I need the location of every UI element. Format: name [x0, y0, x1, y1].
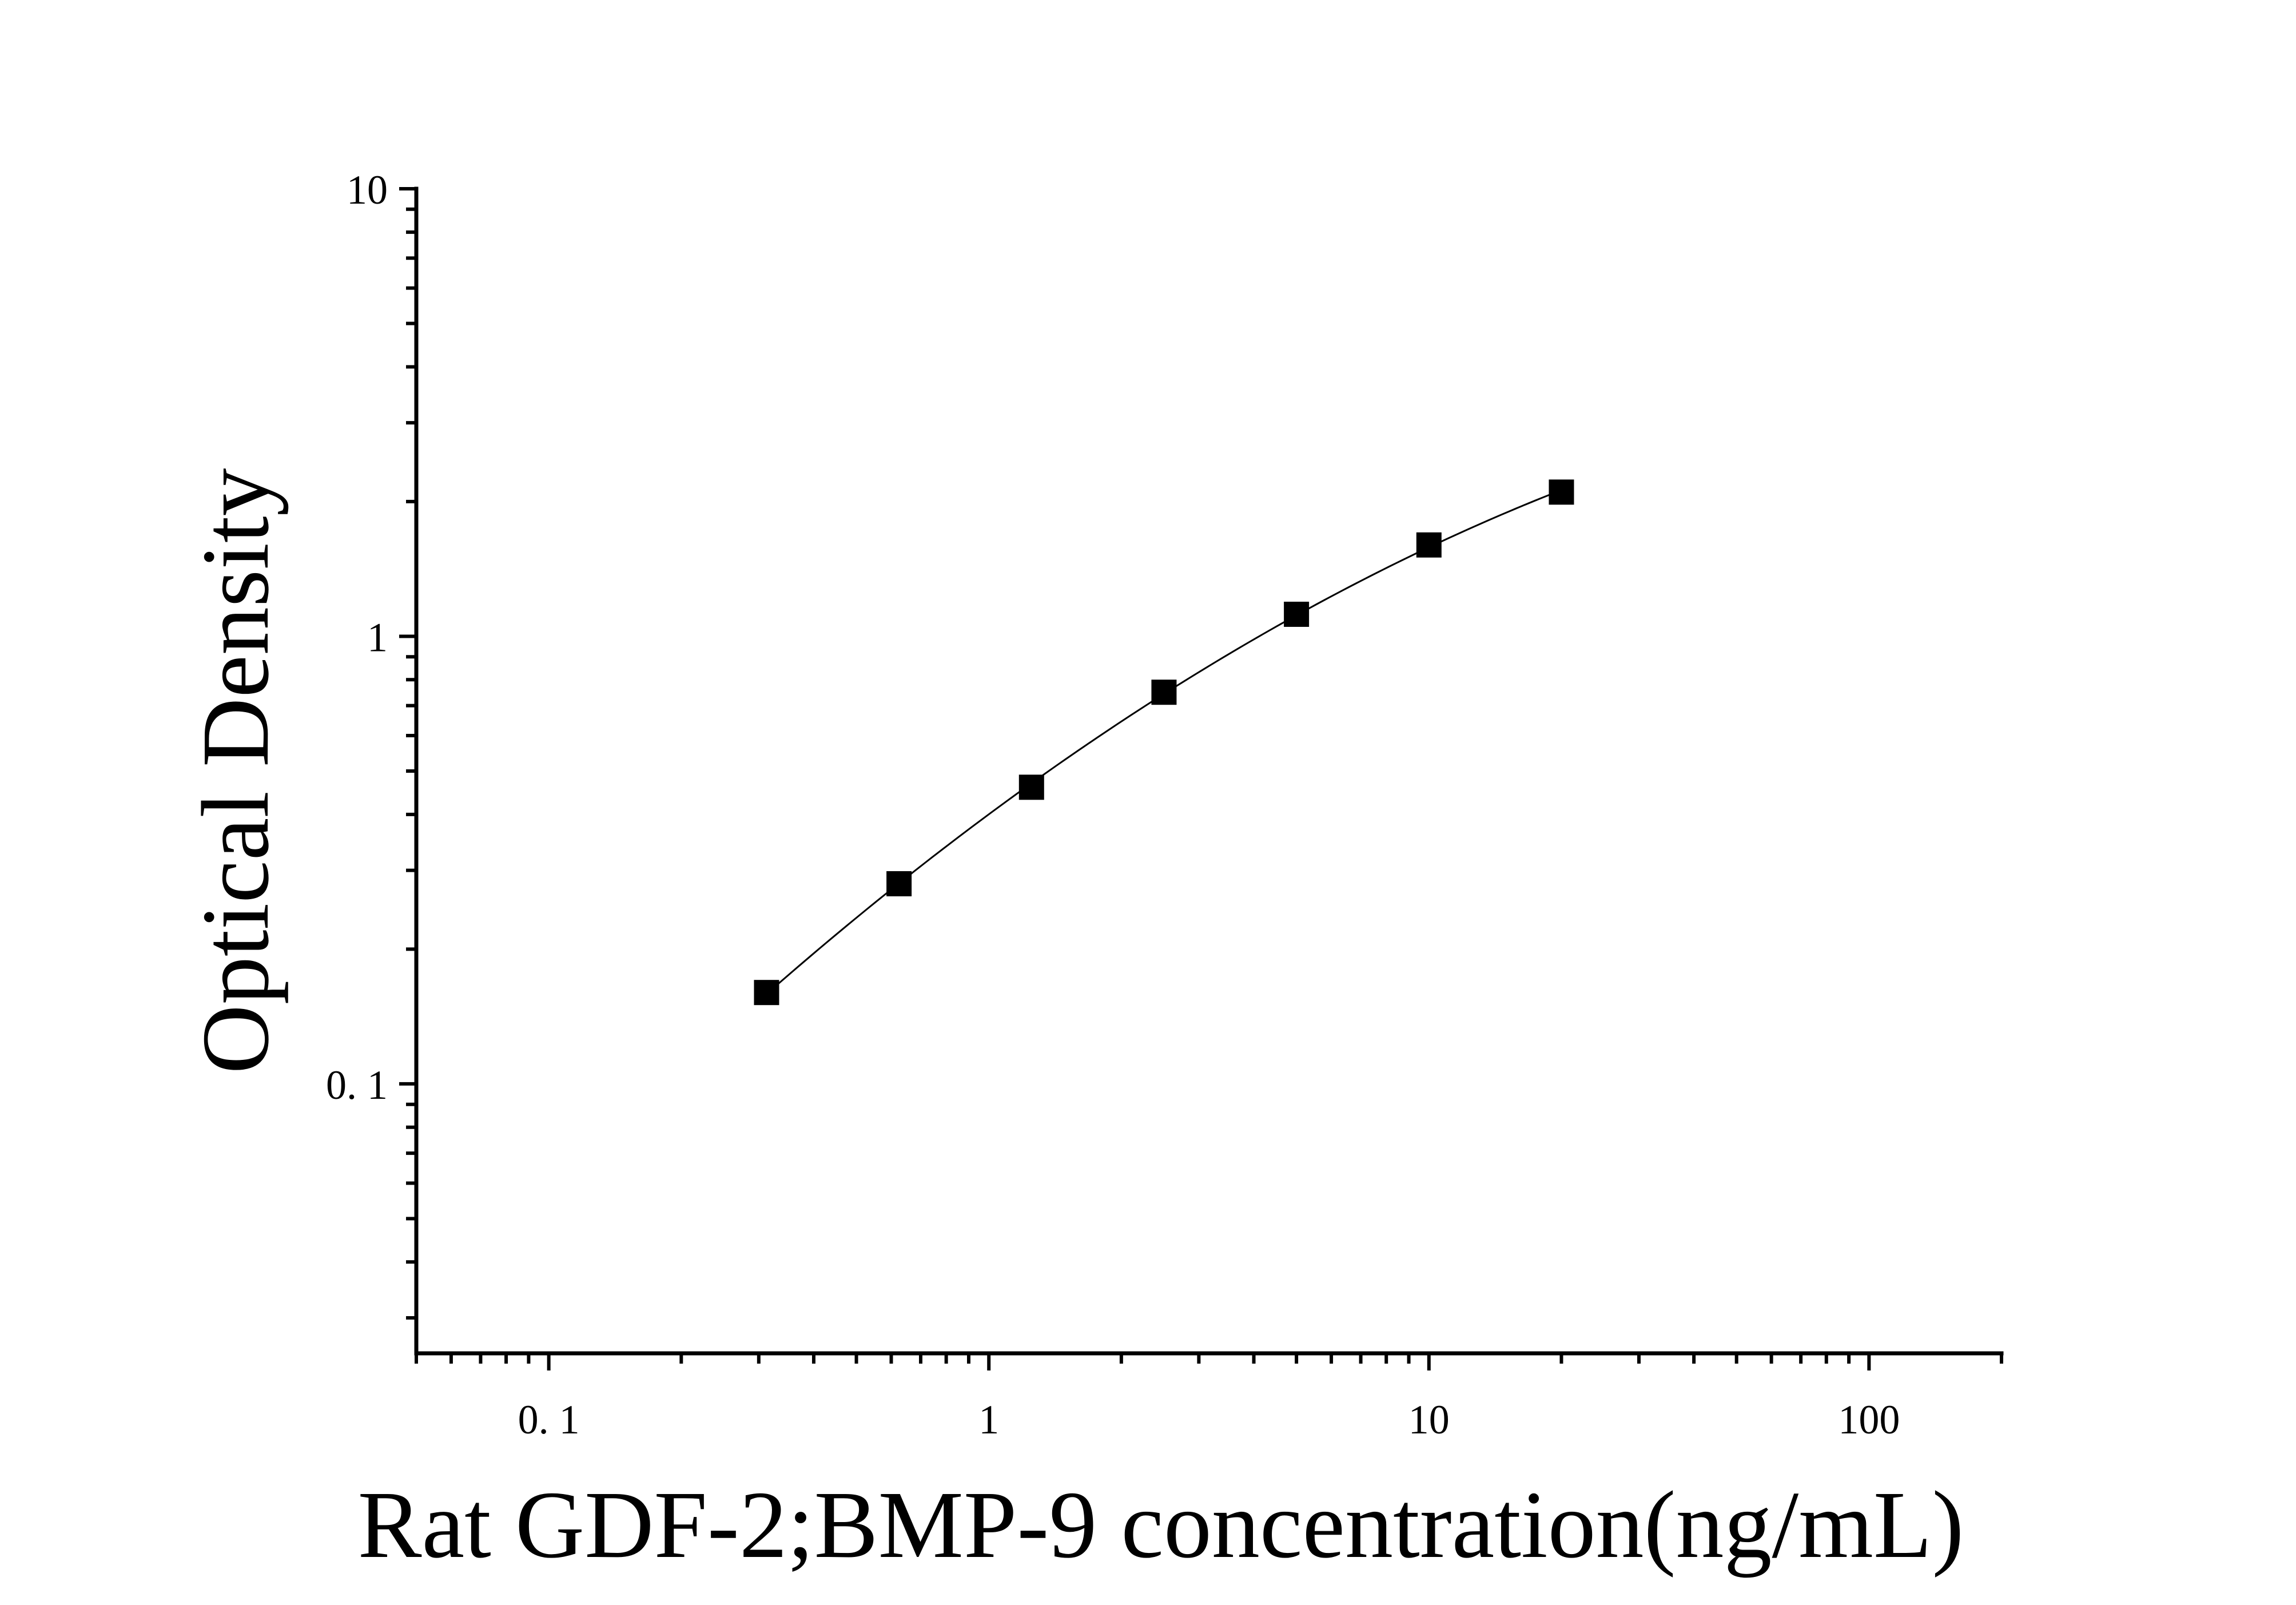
data-point: [1151, 680, 1177, 705]
x-tick-label: 1: [978, 1397, 999, 1443]
y-tick-label: 10: [347, 167, 388, 213]
y-tick-label: 0. 1: [326, 1062, 388, 1108]
tick-labels: 0. 1 1 10 100 0. 1 1 10: [326, 167, 1900, 1443]
fit-curve: [766, 489, 1562, 995]
axes: [414, 186, 2004, 1356]
data-point: [1284, 601, 1310, 627]
y-axis-title: Optical Density: [182, 468, 289, 1074]
data-point: [1549, 479, 1574, 505]
y-tick-label: 1: [367, 614, 388, 660]
x-tick-label: 10: [1408, 1397, 1450, 1443]
data-points: [754, 479, 1574, 1006]
data-point: [1018, 774, 1044, 800]
y-axis-ticks: [399, 187, 416, 1320]
data-point: [886, 871, 912, 897]
x-tick-label: 0. 1: [518, 1397, 580, 1443]
x-axis-title: Rat GDF-2;BMP-9 concentration(ng/mL): [358, 1472, 1964, 1578]
data-point: [754, 980, 779, 1006]
x-tick-label: 100: [1838, 1397, 1900, 1443]
data-point: [1416, 532, 1442, 558]
x-axis-ticks: [415, 1353, 2003, 1370]
